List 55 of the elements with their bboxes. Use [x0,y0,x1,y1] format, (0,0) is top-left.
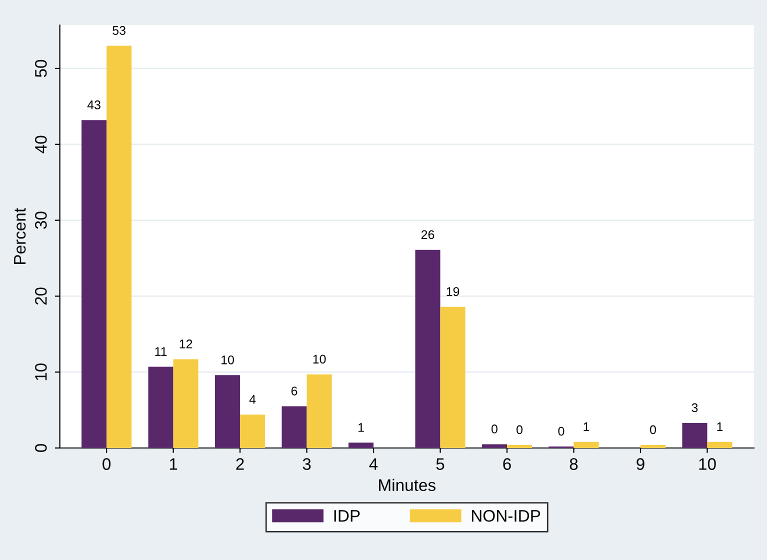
x-tick-label: 0 [102,458,111,470]
y-tick-label: 20 [35,288,47,305]
bar [173,359,198,448]
bar [106,46,132,448]
legend-label: NON-IDP [472,510,540,522]
data-label: 1 [584,422,590,431]
bar [348,442,374,448]
data-label: 10 [313,354,326,364]
bar [574,442,599,448]
x-tick-label: 9 [636,458,644,470]
bar [682,422,708,448]
data-label: 43 [87,100,100,110]
y-tick-label: 40 [35,136,47,154]
data-label: 0 [516,425,523,434]
x-tick-label: 1 [170,458,178,470]
bar [215,375,240,448]
x-tick-label: 2 [236,458,244,470]
y-tick-label: 10 [35,363,47,380]
data-label: 19 [446,287,460,296]
y-tick-label: 50 [35,60,47,78]
legend-label: IDP [334,510,360,522]
bar [507,444,532,448]
data-label: 10 [222,355,234,364]
bar [640,444,666,448]
bar [440,306,466,448]
data-label: 1 [358,423,364,432]
x-tick-label: 4 [369,458,378,470]
x-tick-label: 8 [570,458,578,470]
bar [707,442,732,448]
data-label: 1 [717,422,723,431]
data-label: 53 [112,26,126,35]
bar [482,444,508,448]
data-label: 0 [492,424,498,434]
bar [240,414,266,448]
x-tick-label: 10 [699,458,716,470]
data-label: 0 [558,426,564,436]
data-label: 0 [650,425,656,434]
data-label: 6 [291,386,298,396]
y-axis-title: Percent [14,208,26,264]
bar [282,406,307,448]
data-label: 11 [155,347,167,356]
x-tick-label: 5 [436,458,444,470]
data-label: 3 [692,403,698,412]
bar [415,250,440,448]
x-axis-title: Minutes [379,478,436,492]
data-label: 26 [421,230,434,240]
bar [148,366,174,448]
y-tick-label: 30 [35,212,47,229]
y-tick-label: 0 [35,444,47,452]
data-label: 4 [249,395,256,404]
bar [82,120,107,448]
x-tick-label: 3 [302,458,311,470]
data-label: 12 [180,340,192,348]
x-tick-label: 6 [503,458,511,470]
bar [306,374,332,448]
